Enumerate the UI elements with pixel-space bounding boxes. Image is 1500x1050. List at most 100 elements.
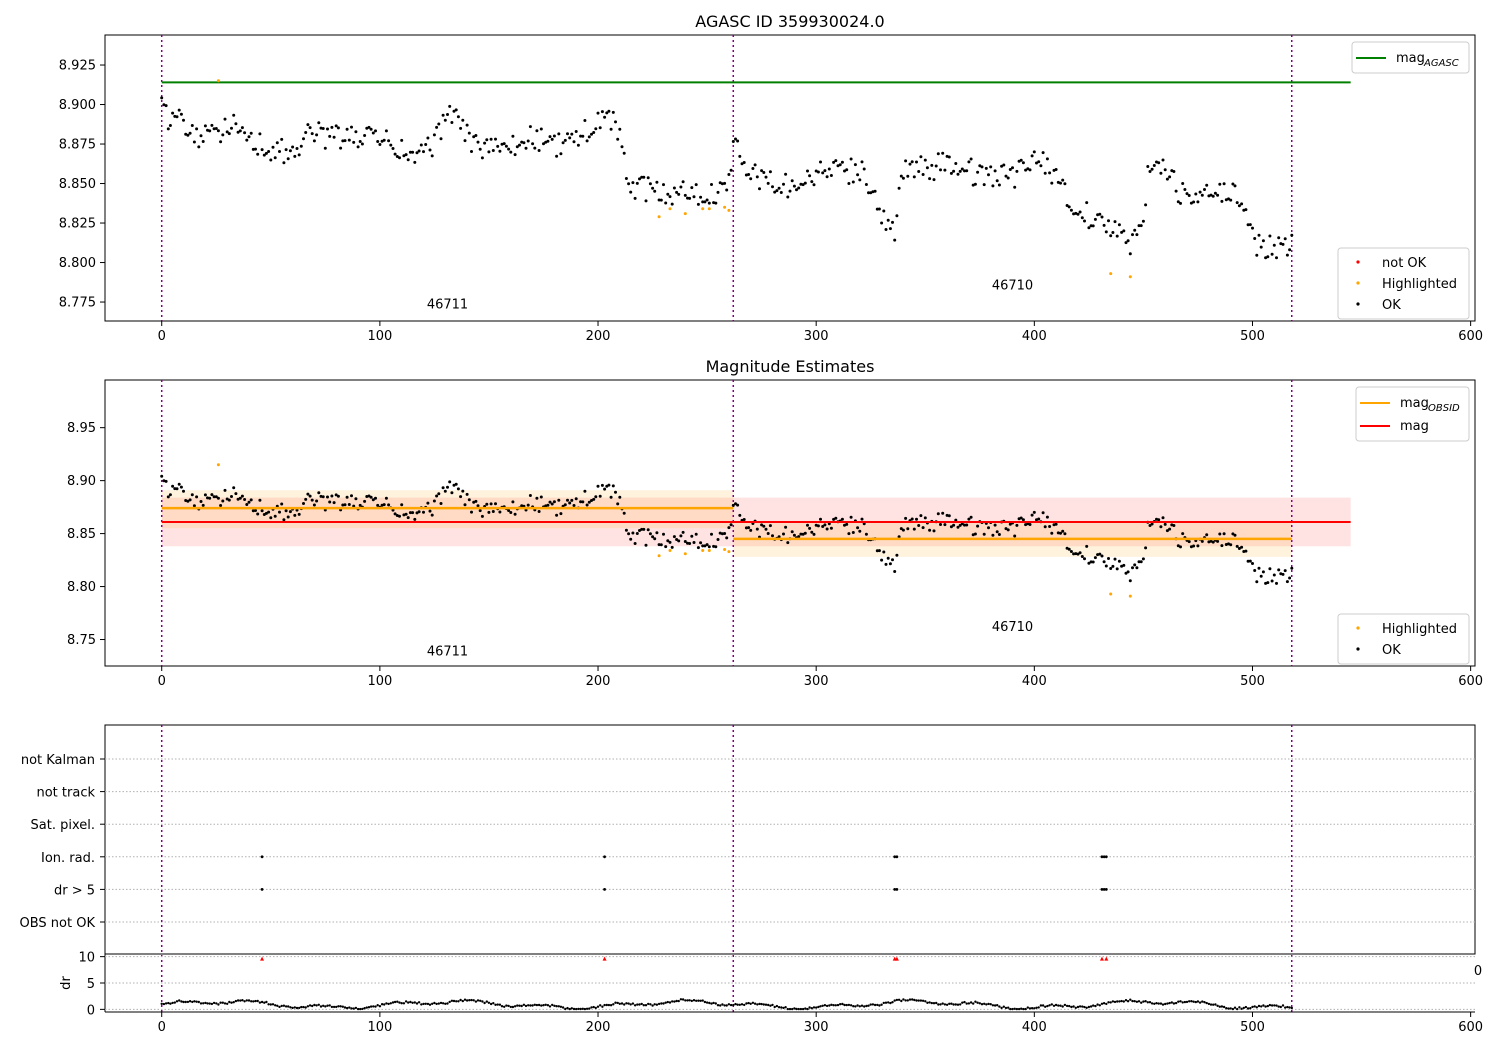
ok-point — [494, 137, 497, 141]
x-tick-label: 300 — [804, 329, 829, 344]
ok-point — [596, 484, 600, 488]
dr-point — [260, 1000, 264, 1004]
ok-point — [1277, 568, 1281, 572]
dr-point — [908, 998, 912, 1001]
dr-point — [485, 1000, 488, 1003]
ok-point — [884, 228, 888, 231]
ok-point — [299, 144, 303, 148]
flag-point — [1102, 855, 1106, 859]
ok-point — [1030, 154, 1034, 158]
dr-point — [972, 1002, 975, 1005]
dr-axis-label: dr — [59, 976, 74, 990]
dr-point — [287, 1005, 290, 1008]
ok-point — [969, 157, 973, 161]
ok-point — [1011, 166, 1014, 170]
dr-point — [359, 1007, 362, 1011]
ok-point — [792, 184, 796, 188]
ok-point — [437, 122, 441, 126]
ok-point — [470, 150, 473, 153]
ok-point — [858, 529, 862, 533]
ok-point — [810, 180, 814, 184]
dr-point — [507, 1004, 510, 1008]
ok-point — [834, 516, 838, 520]
ok-point — [1030, 513, 1034, 517]
dr-point — [193, 1000, 196, 1003]
dr-point — [1290, 1006, 1294, 1010]
ok-point — [1281, 572, 1285, 576]
dr-point — [468, 999, 471, 1002]
dr-point — [226, 1002, 229, 1005]
ok-point — [1063, 182, 1067, 186]
dr-clipped-marker — [1099, 956, 1104, 961]
dr-point — [710, 1002, 713, 1005]
y-tick-label: 8.900 — [59, 98, 96, 113]
dr-point — [1059, 1004, 1062, 1007]
dr-point — [1270, 1004, 1274, 1007]
ok-point — [363, 134, 367, 137]
flag-point — [1104, 888, 1108, 891]
ok-point — [552, 500, 556, 504]
ok-point — [893, 238, 897, 242]
ok-point — [1041, 511, 1045, 515]
ok-point — [1211, 540, 1215, 544]
dr-point — [572, 1007, 576, 1011]
x-tick-label: 500 — [1240, 674, 1265, 689]
ok-point — [354, 497, 358, 501]
ok-point — [422, 510, 425, 514]
dr-point — [915, 999, 918, 1002]
dr-point — [690, 999, 693, 1003]
x-tick-label: 200 — [586, 674, 611, 689]
dr-point — [985, 1003, 988, 1006]
dr-point — [1166, 1002, 1169, 1005]
dr-point — [1222, 1005, 1226, 1009]
ok-point — [585, 503, 589, 507]
dr-point — [1002, 1005, 1005, 1008]
ok-point — [659, 198, 663, 202]
ok-point — [1091, 224, 1095, 228]
dr-point — [1190, 1000, 1193, 1003]
dr-point — [356, 1007, 360, 1011]
dr-point — [1275, 1004, 1278, 1007]
ok-point — [1244, 549, 1248, 553]
dr-point — [551, 1003, 554, 1007]
ok-point — [991, 184, 995, 188]
ok-point — [369, 495, 373, 499]
ok-point — [947, 155, 951, 159]
ok-point — [448, 480, 452, 484]
ok-point — [1277, 236, 1281, 240]
dr-point — [234, 999, 238, 1003]
ok-point — [478, 147, 482, 151]
ok-point — [461, 118, 465, 122]
dr-point — [978, 1002, 981, 1005]
ok-point — [491, 510, 495, 513]
ok-point — [428, 148, 432, 152]
highlighted-point — [657, 215, 661, 219]
ok-point — [1037, 517, 1041, 521]
ok-point — [1135, 233, 1139, 237]
dr-point — [1284, 1006, 1287, 1009]
dr-point — [417, 1001, 421, 1004]
ok-point — [635, 532, 639, 535]
ok-point — [653, 537, 657, 541]
ok-point — [587, 135, 591, 139]
dr-point — [555, 1005, 558, 1008]
ok-point — [877, 207, 881, 211]
dr-point — [1157, 1002, 1160, 1005]
ok-point — [679, 534, 683, 538]
x-tick-label: 0 — [158, 674, 166, 689]
dr-point — [383, 1003, 386, 1006]
ok-point — [291, 145, 295, 149]
ok-point — [764, 175, 768, 179]
ok-point — [264, 151, 268, 155]
ok-point — [282, 518, 286, 522]
legend-box — [1337, 613, 1470, 665]
ok-point — [450, 491, 454, 495]
dr-point — [1155, 1002, 1158, 1005]
dr-point — [692, 999, 696, 1002]
dr-point — [446, 1002, 449, 1005]
ok-point — [358, 503, 362, 507]
dr-point — [579, 1007, 582, 1011]
ok-point — [1107, 557, 1110, 560]
dr-point — [1004, 1006, 1008, 1010]
dr-point — [311, 1004, 314, 1008]
